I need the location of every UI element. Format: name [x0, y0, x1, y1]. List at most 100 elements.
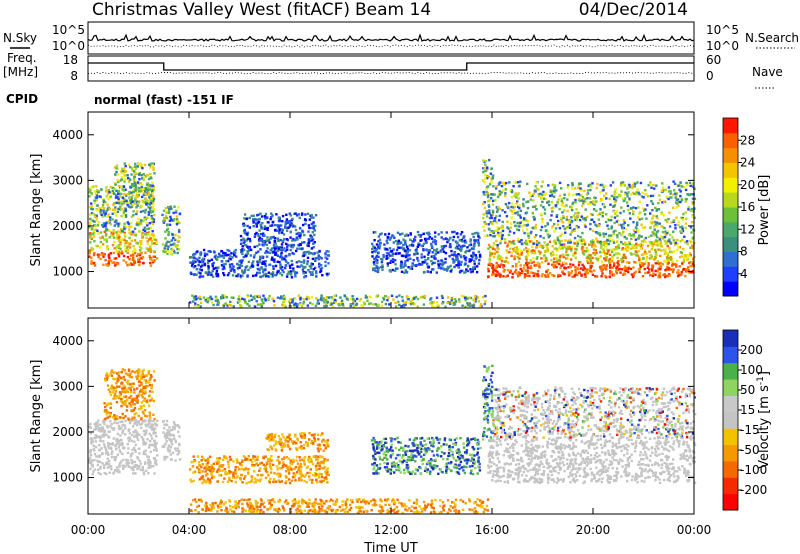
scatter-cell: [123, 180, 126, 183]
scatter-cell: [312, 227, 315, 230]
scatter-cell: [197, 263, 200, 267]
scatter-cell: [138, 245, 142, 249]
scatter-cell: [258, 236, 262, 239]
scatter-cell: [576, 244, 579, 248]
scatter-cell: [471, 270, 474, 273]
scatter-cell: [151, 201, 154, 205]
scatter-cell: [622, 230, 625, 234]
scatter-cell: [584, 197, 587, 201]
scatter-cell: [101, 427, 105, 431]
scatter-cell: [533, 236, 537, 239]
scatter-cell: [679, 181, 682, 184]
scatter-cell: [117, 378, 120, 381]
scatter-cell: [104, 234, 108, 237]
scatter-cell: [107, 262, 111, 265]
scatter-cell: [113, 257, 116, 260]
power-ylabel: Slant Range [km]: [29, 154, 44, 267]
scatter-cell: [214, 266, 218, 270]
scatter-cell: [392, 248, 395, 251]
scatter-cell: [527, 254, 530, 257]
scatter-cell: [115, 442, 118, 446]
scatter-cell: [472, 267, 475, 271]
scatter-cell: [129, 246, 132, 249]
freq-strip: Freq. [MHz] 18 8 60 0 Nave: [3, 51, 783, 89]
scatter-cell: [474, 297, 478, 300]
scatter-cell: [396, 243, 399, 246]
scatter-cell: [93, 436, 96, 440]
scatter-cell: [515, 246, 519, 249]
scatter-cell: [444, 244, 448, 248]
scatter-cell: [120, 167, 124, 170]
scatter-cell: [312, 268, 315, 271]
scatter-cell: [92, 444, 95, 447]
scatter-cell: [558, 194, 562, 198]
scatter-cell: [111, 442, 115, 445]
scatter-cell: [594, 275, 597, 278]
scatter-cell: [120, 178, 123, 182]
scatter-cell: [483, 229, 486, 232]
scatter-cell: [392, 260, 395, 264]
scatter-cell: [144, 208, 147, 212]
scatter-cell: [136, 433, 139, 437]
scatter-cell: [533, 218, 536, 221]
scatter-cell: [581, 268, 585, 271]
scatter-cell: [113, 421, 116, 425]
scatter-cell: [380, 261, 384, 264]
scatter-cell: [94, 228, 97, 231]
scatter-cell: [253, 254, 256, 257]
scatter-cell: [153, 432, 156, 435]
colorbar-tick-label: 8: [740, 245, 748, 259]
scatter-cell: [531, 251, 534, 255]
scatter-cell: [525, 260, 529, 264]
scatter-cell: [539, 251, 542, 254]
scatter-cell: [616, 265, 619, 268]
scatter-cell: [281, 256, 284, 259]
scatter-cell: [135, 420, 138, 423]
scatter-cell: [664, 230, 667, 233]
scatter-cell: [428, 235, 432, 239]
scatter-cell: [144, 192, 148, 196]
scatter-cell: [94, 445, 98, 449]
scatter-cell: [321, 274, 324, 277]
scatter-cell: [324, 260, 327, 264]
scatter-cell: [115, 231, 118, 234]
scatter-cell: [284, 225, 287, 228]
scatter-cell: [669, 189, 672, 193]
scatter-cell: [489, 254, 492, 257]
scatter-cell: [124, 209, 128, 212]
scatter-cell: [92, 470, 95, 473]
scatter-cell: [310, 262, 313, 265]
scatter-cell: [119, 201, 122, 204]
scatter-cell: [98, 195, 101, 198]
scatter-cell: [583, 223, 587, 227]
scatter-cell: [420, 263, 424, 266]
scatter-cell: [558, 246, 561, 250]
scatter-cell: [512, 206, 515, 209]
scatter-cell: [602, 250, 606, 253]
nsky-strip: N.Sky 10^5 10^0 10^5 10^0 N.Search: [3, 21, 799, 55]
scatter-cell: [293, 225, 297, 228]
scatter-cell: [609, 184, 612, 187]
scatter-cell: [378, 247, 381, 250]
scatter-cell: [487, 211, 490, 215]
scatter-cell: [126, 255, 130, 259]
scatter-cell: [106, 192, 110, 195]
scatter-cell: [319, 269, 323, 272]
scatter-cell: [167, 206, 170, 209]
scatter-cell: [288, 264, 292, 267]
scatter-cell: [313, 233, 316, 237]
scatter-cell: [563, 209, 566, 212]
scatter-cell: [591, 273, 595, 276]
scatter-cell: [120, 239, 123, 242]
scatter-cell: [666, 257, 669, 260]
scatter-cell: [135, 192, 139, 195]
scatter-cell: [535, 274, 538, 278]
scatter-cell: [628, 212, 631, 215]
scatter-cell: [426, 262, 429, 265]
scatter-cell: [621, 256, 625, 259]
scatter-cell: [490, 197, 493, 200]
scatter-cell: [400, 305, 403, 308]
scatter-cell: [690, 193, 693, 196]
scatter-cell: [487, 205, 491, 208]
scatter-cell: [440, 236, 443, 239]
